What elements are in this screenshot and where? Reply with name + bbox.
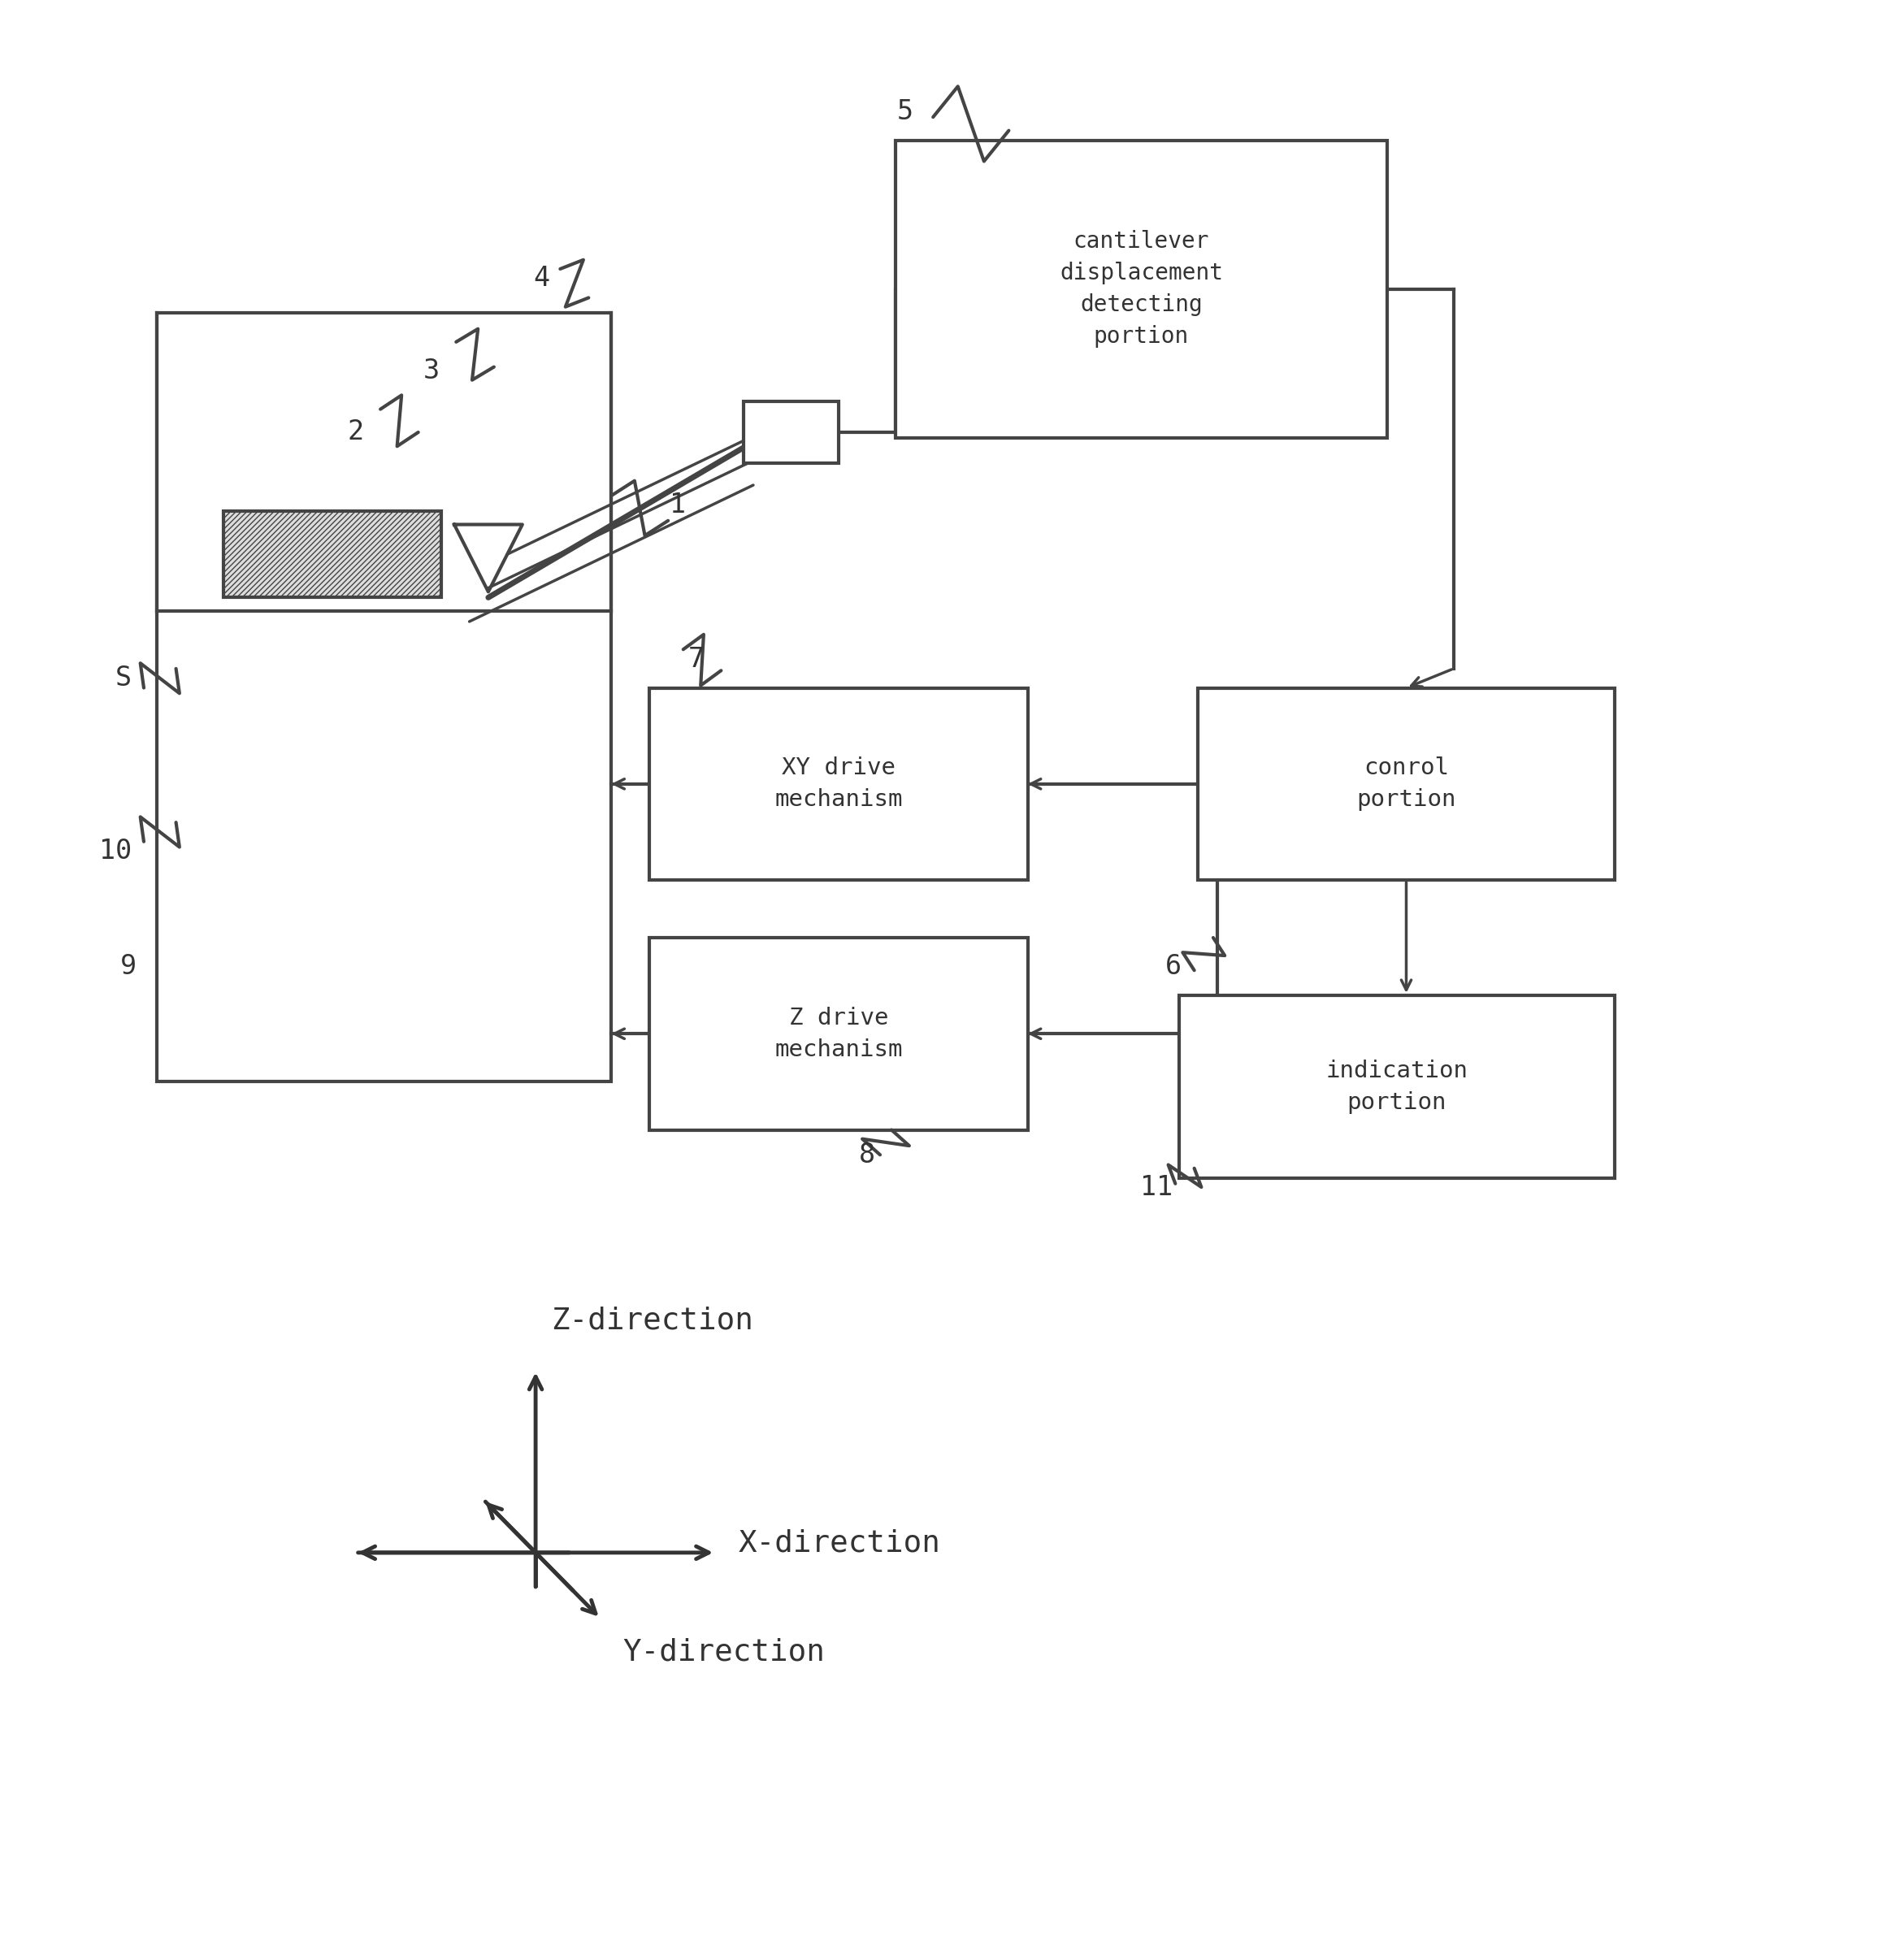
Text: 5: 5: [897, 99, 912, 126]
Bar: [156, 313, 611, 1082]
Text: Z drive
mechanism: Z drive mechanism: [775, 1007, 902, 1061]
Bar: [744, 402, 838, 464]
Text: XY drive
mechanism: XY drive mechanism: [775, 756, 902, 812]
Text: X-direction: X-direction: [739, 1529, 941, 1558]
Text: 2: 2: [348, 419, 364, 447]
Text: Z-direction: Z-direction: [550, 1307, 752, 1336]
Text: 7: 7: [689, 646, 704, 673]
Bar: [649, 938, 1028, 1131]
Bar: [895, 141, 1388, 439]
Text: Y-direction: Y-direction: [623, 1637, 824, 1666]
Text: indication
portion: indication portion: [1325, 1059, 1468, 1113]
Bar: [1179, 995, 1615, 1177]
Bar: [1198, 688, 1615, 880]
Text: S: S: [114, 665, 131, 692]
Text: 9: 9: [120, 953, 137, 980]
Text: 6: 6: [1165, 953, 1182, 980]
Text: 1: 1: [670, 491, 685, 518]
Bar: [649, 688, 1028, 880]
Bar: [223, 510, 442, 597]
Text: 4: 4: [533, 265, 550, 292]
Text: 8: 8: [859, 1140, 876, 1168]
Text: 11: 11: [1140, 1173, 1173, 1200]
Text: cantilever
displacement
detecting
portion: cantilever displacement detecting portio…: [1061, 230, 1222, 348]
Text: conrol
portion: conrol portion: [1356, 756, 1457, 812]
Text: 3: 3: [423, 358, 440, 385]
Text: 10: 10: [99, 837, 131, 864]
